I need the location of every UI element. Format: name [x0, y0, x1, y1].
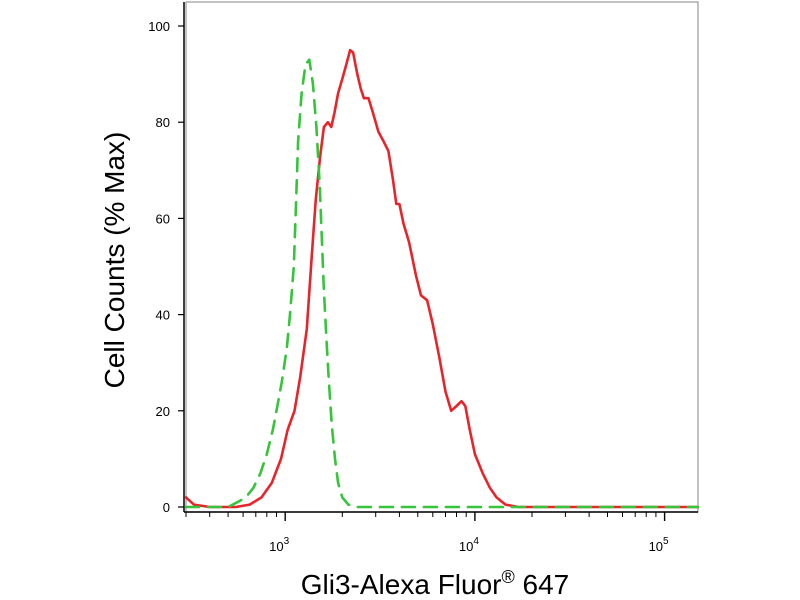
x-tick-base: 10	[459, 539, 473, 554]
y-tick-label: 60	[156, 211, 170, 226]
x-axis-title-suffix: 647	[515, 569, 570, 600]
x-tick-base: 10	[269, 539, 283, 554]
x-tick-exponent: 3	[284, 536, 290, 547]
y-tick-label: 40	[156, 308, 170, 323]
y-tick-label: 100	[148, 19, 170, 34]
x-tick-base: 10	[649, 539, 663, 554]
y-tick-label: 80	[156, 115, 170, 130]
x-tick-label: 103	[269, 536, 289, 554]
x-axis-title-superscript: ®	[501, 567, 514, 587]
x-axis-title: Gli3-Alexa Fluor® 647	[301, 567, 570, 600]
y-tick-label: 20	[156, 404, 170, 419]
y-tick-label: 0	[163, 500, 170, 515]
x-axis-ticks: 103 104 105	[185, 512, 669, 554]
x-tick-exponent: 4	[473, 536, 479, 547]
plot-frame	[185, 1, 699, 513]
x-tick-label: 105	[649, 536, 669, 554]
x-tick-exponent: 5	[663, 536, 669, 547]
series-line-1	[184, 48, 700, 509]
x-tick-label: 104	[459, 536, 479, 554]
series-line-2	[184, 58, 700, 509]
y-axis-title: Cell Counts (% Max)	[99, 132, 130, 389]
x-axis-title-main: Gli3-Alexa Fluor	[301, 569, 502, 600]
series-layer	[184, 48, 700, 509]
y-axis-ticks: 0 20 40 60 80 100	[148, 19, 184, 515]
